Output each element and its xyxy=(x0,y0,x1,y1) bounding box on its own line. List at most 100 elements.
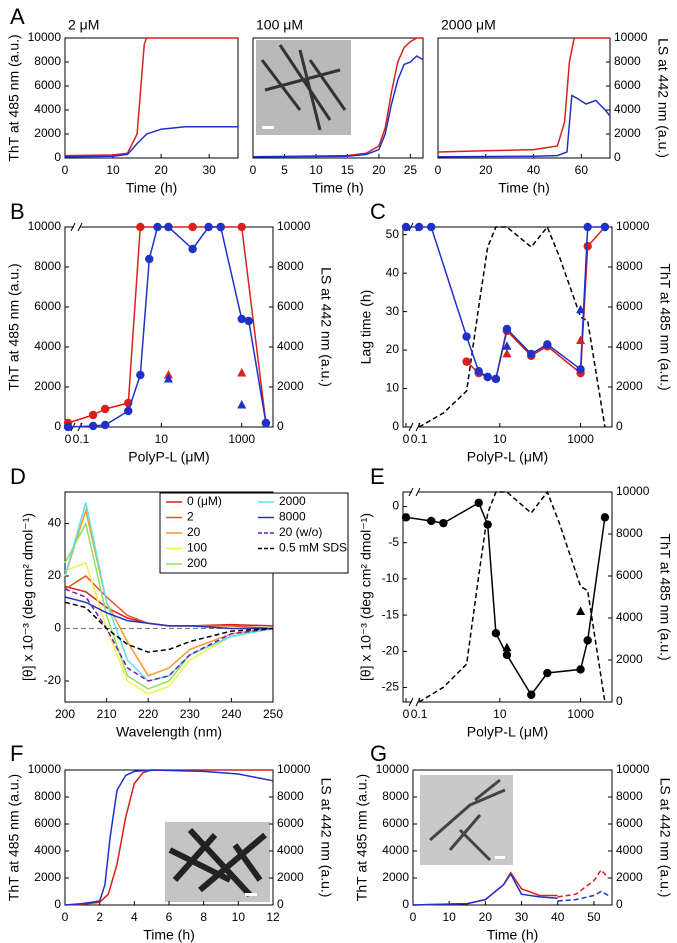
x-tick-label: 20 xyxy=(154,163,168,177)
y2-tick-label: 4000 xyxy=(616,610,643,624)
data-point xyxy=(401,222,411,232)
y-tick-label: 2000 xyxy=(34,379,61,393)
y2-axis-label: ThT at 485 nm (a.u.) xyxy=(657,533,673,660)
data-point xyxy=(576,606,586,615)
x-axis-label: PolyP-L (μM) xyxy=(128,449,209,465)
y-tick-label: 6000 xyxy=(34,78,61,92)
data-line xyxy=(437,94,611,158)
data-point xyxy=(576,304,586,314)
legend-label: 2 xyxy=(187,510,194,524)
axis-break xyxy=(415,487,421,497)
data-point xyxy=(216,222,225,232)
panel-label: D xyxy=(10,464,26,489)
legend-label: 8000 xyxy=(279,510,306,524)
plot-frame xyxy=(64,37,239,159)
inset-image xyxy=(420,775,513,865)
y-tick-label: 6000 xyxy=(382,816,409,830)
x-tick-label: 0 xyxy=(403,432,410,446)
y-tick-label: 8000 xyxy=(382,789,409,803)
y2-tick-label: 8000 xyxy=(277,259,304,273)
x-tick-label: 0.1 xyxy=(73,432,90,446)
data-point xyxy=(527,690,536,699)
x-tick-label: 10 xyxy=(443,910,457,924)
axis-break xyxy=(412,424,418,430)
data-point xyxy=(427,516,436,526)
x-axis-label: Time (h) xyxy=(143,927,195,943)
data-point xyxy=(483,372,492,382)
data-point xyxy=(63,422,73,432)
data-point xyxy=(462,332,471,341)
y2-tick-label: 2000 xyxy=(277,870,304,884)
y-tick-label: -20 xyxy=(382,643,400,657)
data-line xyxy=(252,37,423,158)
data-point xyxy=(483,520,492,529)
x-tick-label: 0 xyxy=(435,163,442,177)
x-tick-label: 12 xyxy=(266,910,280,924)
y2-tick-label: 10000 xyxy=(277,762,311,776)
y2-tick-label: 0 xyxy=(277,419,284,433)
panel-label: E xyxy=(370,464,385,489)
y-tick-label: 8000 xyxy=(34,259,61,273)
y-tick-label: 40 xyxy=(386,265,400,279)
y-tick-label: 50 xyxy=(386,227,400,241)
chart-title: 2 μM xyxy=(68,17,99,33)
x-tick-label: 10 xyxy=(493,432,507,446)
axis-break xyxy=(408,487,414,497)
x-tick-label: 0 xyxy=(62,163,69,177)
y2-tick-label: 6000 xyxy=(614,78,641,92)
data-point xyxy=(136,370,145,380)
data-point xyxy=(491,374,501,384)
y2-tick-label: 8000 xyxy=(616,789,643,803)
y-tick-label: -10 xyxy=(382,571,400,585)
x-tick-label: 0.1 xyxy=(411,707,428,721)
plot-frame xyxy=(64,226,274,428)
x-axis-label: Time (h) xyxy=(487,927,539,943)
data-line xyxy=(64,596,273,630)
x-tick-label: 20 xyxy=(479,163,493,177)
y-tick-label: 6000 xyxy=(34,299,61,313)
y2-tick-label: 2000 xyxy=(277,379,304,393)
y2-tick-label: 4000 xyxy=(616,339,643,353)
data-point xyxy=(462,357,471,366)
data-point xyxy=(88,421,98,431)
y2-tick-label: 10000 xyxy=(277,219,311,233)
y-axis-label: ThT at 485 nm (a.u.) xyxy=(6,34,22,161)
legend-label: 20 (w/o) xyxy=(279,525,322,539)
x-tick-label: 2 xyxy=(96,910,103,924)
panel-label: C xyxy=(370,199,386,224)
x-tick-label: 200 xyxy=(55,707,75,721)
y-axis-label: ThT at 485 nm (a.u.) xyxy=(354,774,370,901)
legend-label: 100 xyxy=(187,541,207,555)
data-point xyxy=(204,222,213,232)
y-tick-label: 10000 xyxy=(28,762,62,776)
y-tick-label: 0 xyxy=(392,499,399,513)
y-axis-label: [θ] x 10⁻³ (deg cm² dmol⁻¹) xyxy=(20,513,36,681)
y-tick-label: 0 xyxy=(54,419,61,433)
y-tick-label: 0 xyxy=(54,150,61,164)
data-point xyxy=(188,222,197,232)
data-point xyxy=(543,340,552,349)
axis-break xyxy=(70,222,76,232)
x-tick-label: 10 xyxy=(232,910,246,924)
y2-tick-label: 0 xyxy=(616,694,623,708)
legend-label: 20 xyxy=(187,525,201,539)
y2-axis-label: ThT at 485 nm (a.u.) xyxy=(657,263,673,390)
y-tick-label: 20 xyxy=(48,568,62,582)
data-point xyxy=(576,335,586,344)
y2-tick-label: 6000 xyxy=(616,299,643,313)
data-point xyxy=(237,368,247,377)
y-axis-label: ThT at 485 nm (a.u.) xyxy=(6,263,22,390)
x-tick-label: 250 xyxy=(263,707,283,721)
plot-frame xyxy=(402,226,613,428)
y-tick-label: -25 xyxy=(382,680,400,694)
x-tick-label: 30 xyxy=(515,910,529,924)
y2-tick-label: 4000 xyxy=(616,843,643,857)
y2-tick-label: 8000 xyxy=(614,54,641,68)
data-point xyxy=(124,406,133,416)
x-axis-label: PolyP-L (μM) xyxy=(467,724,548,740)
x-tick-label: 30 xyxy=(202,163,216,177)
y-tick-label: 8000 xyxy=(34,54,61,68)
y-tick-label: 4000 xyxy=(382,843,409,857)
y-tick-label: 6000 xyxy=(34,816,61,830)
y2-axis-label: LS at 442 nm (a.u.) xyxy=(657,778,673,898)
